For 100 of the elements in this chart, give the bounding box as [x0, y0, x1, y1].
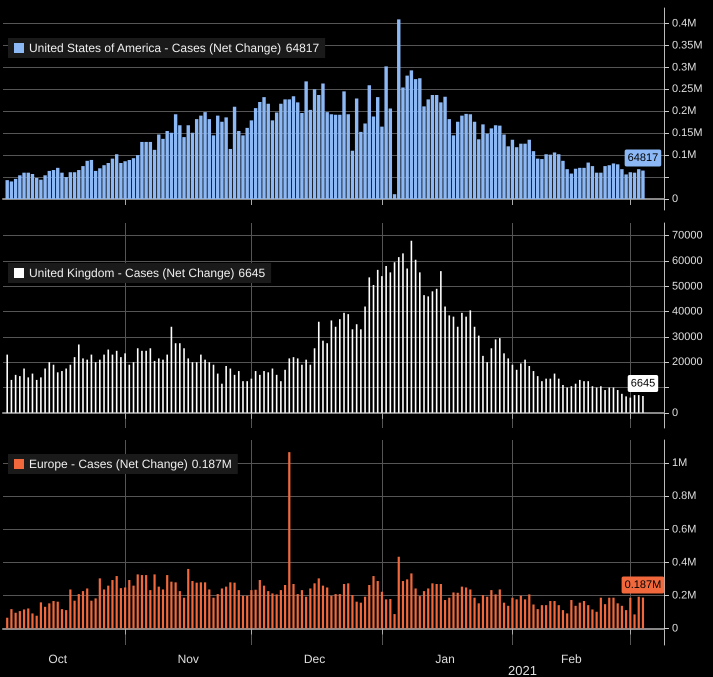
data-label: 64817	[628, 152, 658, 164]
bar	[224, 117, 228, 200]
bar	[502, 602, 506, 628]
bar	[276, 594, 278, 628]
bar	[384, 66, 388, 200]
bar	[557, 154, 560, 200]
bar	[242, 596, 244, 628]
bar	[280, 590, 282, 628]
bar	[524, 599, 526, 628]
data-label: 0.187M	[624, 579, 662, 592]
bar	[469, 589, 472, 628]
bar	[642, 598, 644, 628]
bar	[31, 613, 34, 628]
bar	[200, 582, 202, 628]
bar	[444, 600, 446, 628]
bar	[72, 172, 76, 200]
bar	[520, 596, 522, 628]
bar	[452, 592, 455, 628]
bar	[153, 574, 156, 628]
bar	[312, 89, 316, 200]
bar	[436, 584, 438, 628]
y-tick-label: 40000	[672, 306, 703, 318]
bar	[6, 618, 8, 628]
bar	[27, 608, 30, 628]
bar	[43, 175, 47, 200]
bar	[545, 605, 548, 628]
bar	[149, 590, 152, 628]
y-tick-label: 60000	[672, 254, 703, 267]
y-tick-label: 0	[672, 622, 678, 634]
bar	[204, 582, 206, 628]
bar	[532, 604, 535, 628]
bar	[283, 99, 287, 200]
x-tick-label: Jan	[435, 652, 455, 666]
bar	[338, 594, 341, 628]
bar	[397, 19, 400, 200]
y-tick-label: 30000	[672, 330, 703, 343]
bar	[426, 99, 430, 200]
bar	[368, 584, 370, 628]
bar	[553, 601, 556, 628]
bar	[418, 596, 421, 628]
bar	[376, 97, 380, 200]
bar	[279, 104, 283, 200]
bar	[562, 610, 564, 628]
bar	[347, 583, 350, 628]
bar	[511, 598, 514, 628]
bar	[558, 605, 560, 628]
bar	[98, 168, 102, 200]
bar	[368, 85, 371, 200]
bar	[376, 581, 379, 628]
bar	[402, 581, 404, 628]
bar	[604, 604, 606, 628]
bar	[212, 598, 215, 628]
bar	[356, 602, 358, 628]
bar	[123, 161, 127, 200]
bar	[334, 114, 338, 200]
bar	[292, 584, 295, 628]
bar	[578, 602, 581, 628]
bar	[90, 160, 94, 200]
bar	[494, 125, 498, 200]
bar	[157, 134, 160, 200]
bar	[77, 170, 80, 200]
y-tick-label: 0.8M	[672, 490, 696, 502]
bar	[166, 130, 169, 200]
bar	[414, 588, 417, 628]
legend-label: United Kingdom - Cases (Net Change)	[29, 266, 234, 280]
bar	[233, 582, 236, 628]
bar	[232, 106, 236, 200]
bar	[633, 614, 636, 628]
bar	[267, 591, 270, 628]
bar	[422, 591, 426, 628]
bar	[570, 600, 572, 628]
bar	[354, 98, 358, 200]
bar	[10, 609, 13, 628]
bar	[528, 140, 531, 200]
bar	[410, 573, 412, 628]
bar	[22, 172, 26, 200]
bar	[114, 154, 118, 200]
bar	[586, 162, 590, 200]
bar	[372, 576, 375, 628]
bar	[22, 609, 26, 628]
bar	[18, 611, 21, 628]
bar	[434, 94, 438, 200]
bar	[238, 590, 240, 628]
y-tick-label: 0.15M	[672, 127, 703, 140]
bar	[14, 612, 17, 628]
bar	[322, 586, 324, 628]
bar	[326, 587, 328, 628]
bar	[304, 81, 308, 200]
bar	[258, 580, 261, 628]
bar	[574, 606, 577, 628]
bar	[128, 580, 130, 628]
y-tick-label: 20000	[672, 356, 703, 368]
bar	[578, 168, 582, 200]
bar	[199, 116, 203, 200]
text: 64817	[286, 41, 320, 55]
bar	[468, 114, 472, 200]
bar	[162, 589, 164, 628]
bar	[418, 78, 422, 200]
bar	[364, 596, 366, 628]
bar	[132, 586, 135, 628]
